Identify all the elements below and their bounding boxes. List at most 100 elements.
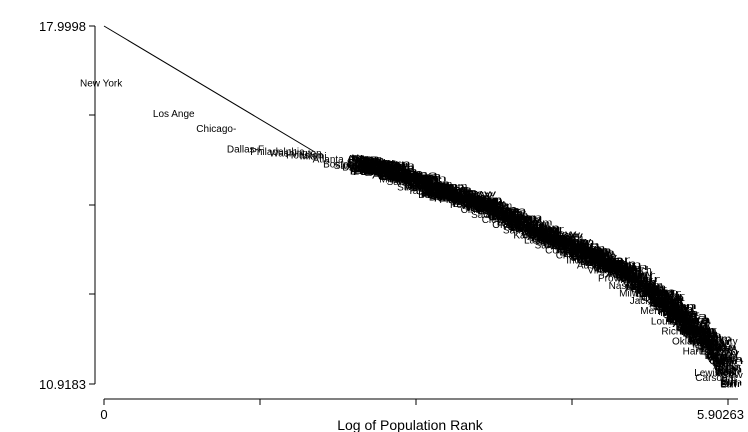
cloud-mark: Bnr: [675, 315, 696, 325]
cloud-mark: Ssa: [378, 161, 401, 171]
cloud-mark: Ssa: [551, 234, 576, 244]
cloud-mark: Hrn: [667, 308, 686, 318]
cloud-mark: Bnr: [496, 217, 523, 227]
cloud-mark: Hrn: [370, 159, 393, 169]
cloud-mark: Hrn: [443, 188, 467, 198]
cloud-mark: Wmm: [369, 160, 390, 170]
cloud-mark: Ssa: [603, 258, 628, 268]
cloud-mark: Ccw: [657, 296, 681, 306]
cloud-mark: Wmm: [456, 191, 472, 201]
cloud-mark: Wmm: [392, 173, 413, 183]
cloud-mark: Ccw: [648, 287, 668, 297]
cloud-mark: Wmm: [680, 320, 700, 330]
cloud-mark: Ean: [580, 257, 603, 267]
cloud-mark: Ean: [499, 212, 515, 222]
cloud-mark: Mnn: [363, 157, 391, 167]
cloud-mark: Ssa: [580, 247, 595, 257]
cloud-mark: Aaa: [649, 298, 680, 308]
cloud-mark: Ean: [568, 240, 600, 250]
y-tick-label-top: 17.9998: [39, 19, 86, 34]
cloud-mark: Ean: [362, 156, 378, 166]
cloud-mark: Aaa: [416, 175, 431, 185]
cloud-mark: Ccw: [708, 347, 734, 357]
cloud-mark: Ccw: [426, 181, 452, 191]
cloud-mark: Ccw: [449, 189, 475, 199]
cloud-mark: Mnn: [666, 314, 695, 324]
cloud-mark: Ean: [376, 168, 407, 178]
cloud-mark: Hrn: [593, 260, 611, 270]
cloud-mark: Hrn: [670, 312, 685, 322]
cloud-mark: Aaa: [425, 187, 453, 197]
cloud-mark: Wmm: [461, 192, 489, 202]
cloud-mark: Ccw: [591, 255, 620, 265]
cloud-mark: Ccw: [707, 342, 737, 352]
cloud-mark: Ean: [629, 277, 657, 287]
cloud-mark: Mnn: [456, 194, 473, 204]
cloud-mark: Ssa: [411, 171, 441, 181]
cloud-mark: Hrn: [694, 331, 722, 341]
cloud-mark: Ccw: [487, 211, 517, 221]
cloud-mark: Bnr: [637, 284, 662, 294]
cloud-mark: Ssa: [696, 330, 716, 340]
cloud-mark: Hrn: [715, 364, 736, 374]
cloud-mark: Ean: [369, 167, 393, 177]
cloud-mark: Mnn: [665, 307, 690, 317]
cloud-mark: Bnr: [679, 327, 707, 337]
cloud-mark: Ssa: [519, 215, 540, 225]
cloud-mark: Ccw: [630, 285, 660, 295]
cloud-mark: Mnn: [521, 227, 550, 237]
cloud-mark: Ccw: [508, 218, 525, 228]
cloud-mark: Ccw: [425, 182, 452, 192]
city-label-virginia-beach: Virginia Beach: [587, 266, 651, 277]
cloud-mark: Hrn: [518, 221, 549, 231]
cloud-mark: Aaa: [700, 342, 727, 352]
cloud-mark: Ssa: [351, 154, 377, 164]
cloud-mark: Ean: [649, 291, 681, 301]
city-label-hartford: Hartford: [683, 347, 719, 358]
cloud-mark: Bnr: [497, 213, 519, 223]
cloud-mark: Wmm: [582, 249, 609, 259]
cloud-mark: Ean: [347, 160, 365, 170]
cloud-mark: Mnn: [533, 227, 560, 237]
cloud-mark: Aaa: [510, 216, 524, 226]
cloud-mark: Bnr: [647, 291, 677, 301]
cloud-mark: Ssa: [465, 203, 479, 213]
cloud-mark: Ssa: [700, 342, 723, 352]
cloud-mark: Hrn: [665, 301, 697, 311]
cloud-mark: Hrn: [503, 209, 524, 219]
cloud-mark: Bnr: [379, 163, 403, 173]
cloud-mark: Ccw: [414, 179, 442, 189]
cloud-mark: Mnn: [400, 175, 430, 185]
cloud-mark: Wmm: [639, 289, 666, 299]
city-label-st-louis: St. Louis: [397, 182, 436, 193]
cloud-mark: Mnn: [620, 271, 649, 281]
cloud-mark: Mnn: [535, 225, 557, 235]
cloud-mark: Aaa: [667, 308, 681, 318]
cloud-mark: Mnn: [417, 177, 434, 187]
cloud-mark: Ccw: [491, 206, 518, 216]
cloud-mark: Ean: [544, 230, 559, 240]
cloud-mark: Mnn: [352, 153, 370, 163]
cloud-mark: Bnr: [682, 324, 710, 334]
cloud-mark: Ssa: [559, 238, 576, 248]
cloud-mark: Bnr: [689, 325, 716, 335]
cloud-mark: Mnn: [439, 193, 465, 203]
cloud-mark: Ean: [699, 339, 719, 349]
cloud-mark: Hrn: [565, 237, 584, 247]
cloud-mark: Bnr: [720, 378, 737, 388]
cloud-mark: Ean: [403, 176, 431, 186]
cloud-mark: Ccw: [712, 358, 728, 368]
cloud-mark: Wmm: [528, 232, 546, 242]
cloud-mark: Mnn: [407, 172, 437, 182]
cloud-mark: Mnn: [579, 250, 603, 260]
cloud-mark: Ccw: [462, 193, 484, 203]
cloud-mark: Bnr: [522, 230, 538, 240]
cloud-mark: Wmm: [631, 275, 646, 285]
cloud-mark: Mnn: [581, 250, 607, 260]
cloud-mark: Wmm: [705, 351, 722, 361]
cloud-mark: Wmm: [655, 301, 669, 311]
cloud-mark: Wmm: [487, 200, 512, 210]
cloud-mark: Mnn: [685, 330, 716, 340]
cloud-mark: Mnn: [407, 180, 436, 190]
cloud-mark: Mnn: [362, 163, 391, 173]
